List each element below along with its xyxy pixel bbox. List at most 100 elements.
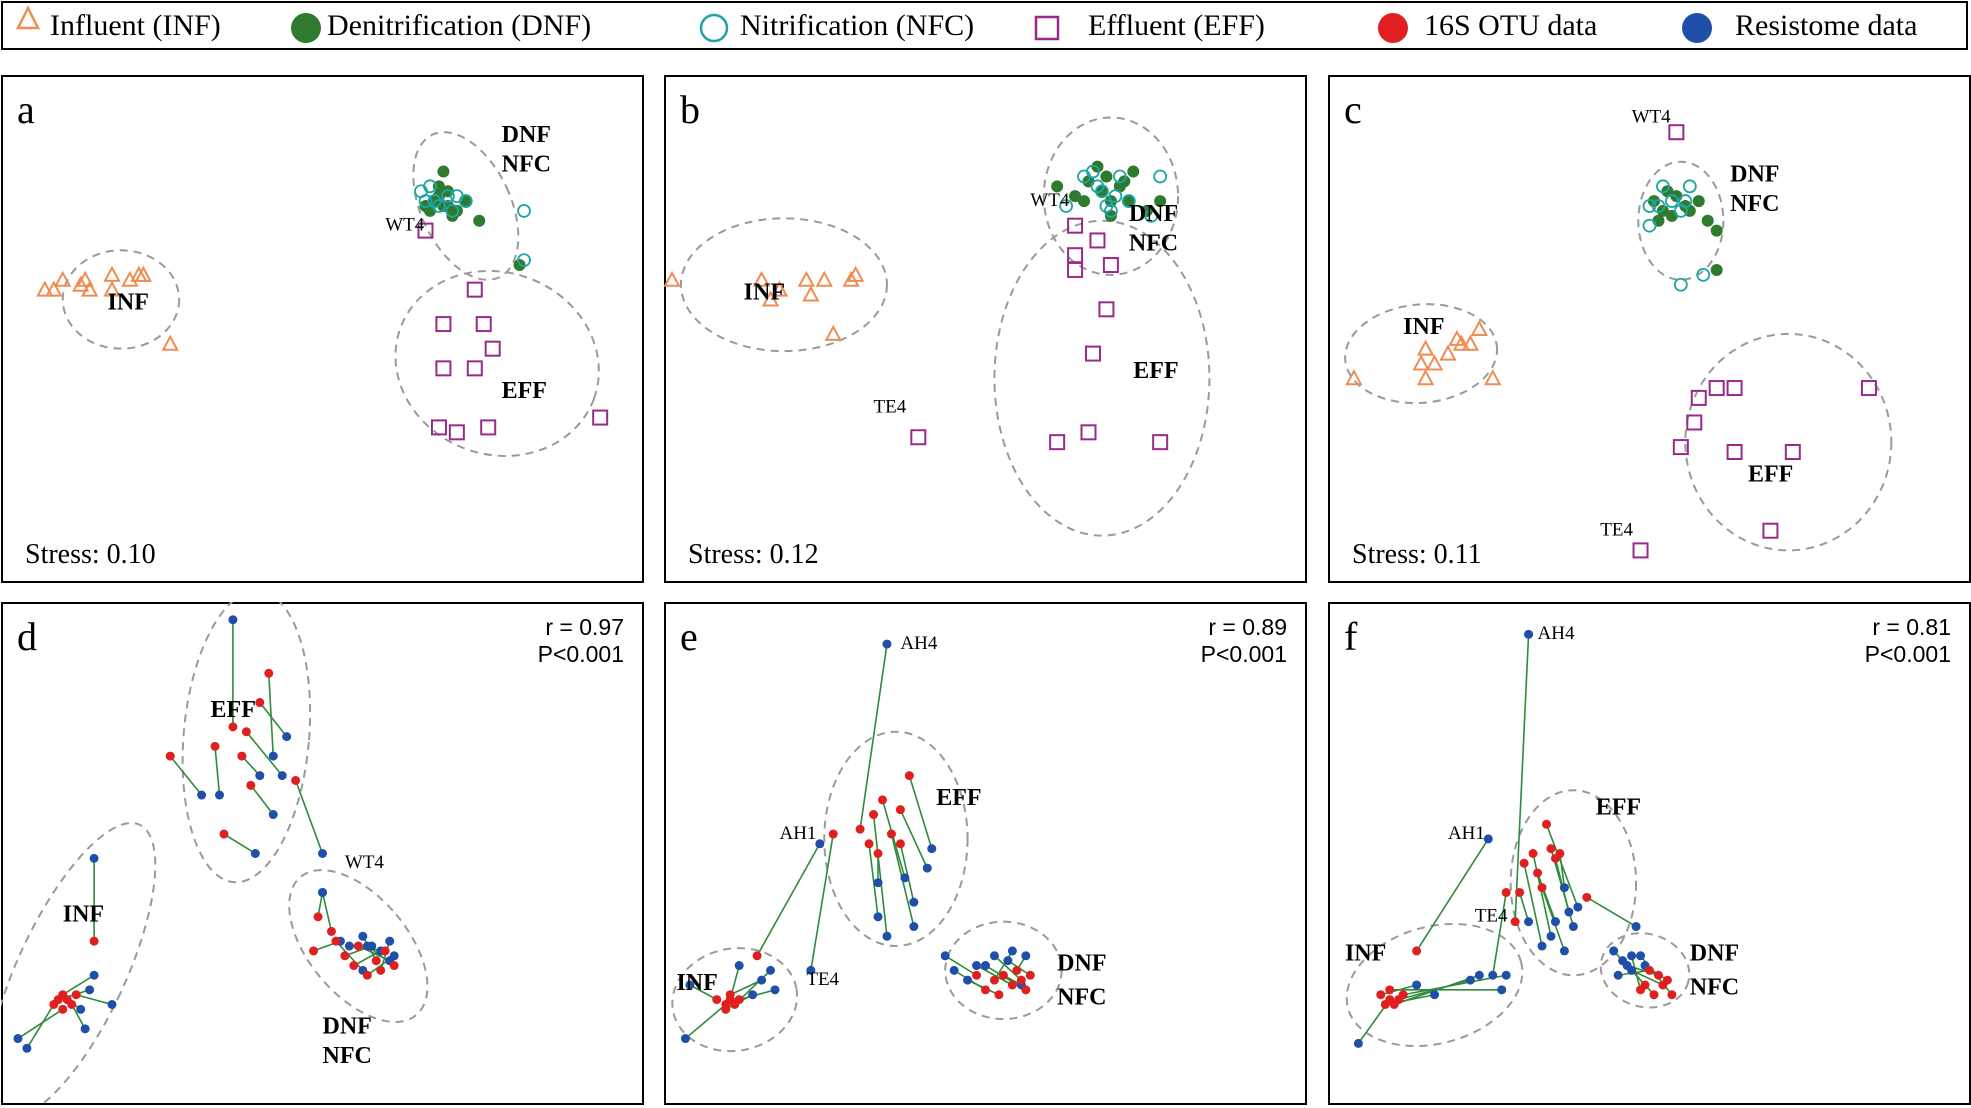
group-label: INF: [744, 279, 785, 305]
nfc-point: [1678, 194, 1693, 208]
legend-label-inf: Influent (INF): [50, 9, 221, 42]
panel-e: INF EFF DNF NFC AH4 AH1 TE4 e r = 0.89P<0.001: [664, 602, 1307, 1105]
inf-point: [1345, 369, 1363, 386]
r-value-label: r = 0.81: [1872, 614, 1951, 640]
resistome-point: [1501, 970, 1511, 980]
otu-point: [58, 1004, 68, 1014]
otu-point: [1012, 965, 1022, 975]
eff-point: [435, 360, 452, 377]
otu-point: [237, 751, 247, 761]
resistome-point: [882, 931, 892, 941]
procrustes-link: [859, 643, 888, 830]
resistome-point: [981, 961, 990, 971]
panel-f: INF EFF DNF NFC AH4 AH1 TE4 f r = 0.81P<0.001: [1328, 602, 1971, 1105]
procrustes-link: [1586, 896, 1637, 928]
resistome-point: [685, 980, 695, 990]
otu-point: [855, 824, 865, 834]
inf-point: [1412, 354, 1430, 371]
resistome-point: [882, 639, 892, 649]
otu-point: [725, 995, 735, 1005]
panel-frame: [664, 75, 1307, 583]
eff-point: [484, 340, 501, 357]
procrustes-link: [689, 984, 718, 1001]
eff-point: [466, 360, 483, 377]
nfc-point: [1673, 277, 1688, 292]
eff-point: [1762, 522, 1779, 539]
inf-point: [36, 280, 54, 297]
nfc-point: [1144, 208, 1159, 223]
procrustes-link: [756, 843, 821, 957]
otu-point: [989, 975, 999, 985]
procrustes-link: [294, 780, 324, 854]
otu-point: [349, 961, 359, 971]
sample-label: TE4: [874, 397, 907, 418]
otu-point: [353, 941, 363, 951]
resistome-point: [1353, 1038, 1363, 1048]
group-ellipse: [1509, 789, 1638, 977]
inf-point: [134, 265, 153, 282]
group-label: NFC: [1730, 191, 1779, 217]
dnf-point: [473, 214, 486, 227]
panel-letter: d: [17, 614, 37, 659]
group-label: NFC: [1129, 230, 1178, 256]
panel-d: INF EFF DNF NFC WT4 d r = 0.97P<0.001: [1, 602, 644, 1105]
otu-point: [1515, 887, 1525, 897]
otu-point: [165, 751, 175, 761]
resistome-point: [748, 990, 758, 1000]
eff-point: [910, 429, 927, 446]
eff-point: [480, 419, 497, 436]
otu-point: [828, 829, 838, 839]
procrustes-link: [1415, 838, 1489, 952]
stress-label: Stress: 0.12: [688, 539, 819, 570]
resistome-point: [85, 985, 95, 995]
eff-point: [1098, 301, 1115, 318]
resistome-point: [107, 999, 117, 1009]
otu-point: [1662, 975, 1672, 985]
resistome-point: [1007, 946, 1017, 956]
inf-point: [80, 280, 99, 297]
eff-point: [1726, 380, 1743, 397]
otu-point: [219, 829, 229, 839]
dnf-point: [1051, 180, 1064, 193]
procrustes-link: [169, 755, 203, 796]
legend-label-resistome: Resistome data: [1735, 9, 1917, 42]
otu-point: [1667, 990, 1677, 1000]
otu-point: [904, 771, 914, 781]
group-ellipse: [1, 821, 157, 1105]
nfc-point: [1103, 204, 1118, 218]
legend-border: [1, 1, 1968, 50]
otu-point: [1546, 844, 1556, 854]
sample-label: TE4: [1600, 520, 1633, 541]
panel-frame: [1328, 75, 1971, 583]
group-ellipse: [1042, 116, 1180, 276]
dnf-point: [1078, 195, 1091, 208]
legend-label-nfc: Nitrification (NFC): [740, 9, 974, 42]
group-ellipse: [823, 730, 969, 948]
nfc-point: [1086, 164, 1100, 179]
procrustes-link: [1523, 863, 1543, 947]
otu-point: [886, 829, 896, 839]
procrustes-link: [899, 843, 915, 903]
procrustes-link: [17, 1008, 64, 1040]
resistome-point: [362, 941, 372, 951]
eff-point: [1089, 232, 1106, 249]
procrustes-link: [944, 955, 977, 976]
resistome-point: [1483, 834, 1493, 844]
inf-point: [797, 270, 816, 287]
resistome-point: [282, 732, 292, 742]
nfc-point: [427, 194, 442, 208]
nfc-point: [517, 253, 531, 268]
triangle-icon: [15, 5, 41, 30]
eff-point: [448, 424, 465, 441]
sample-label: WT4: [385, 215, 425, 236]
otu-point: [371, 956, 381, 966]
otu-point: [734, 995, 744, 1005]
resistome-point: [680, 1034, 690, 1044]
p-value-label: P<0.001: [1865, 641, 1951, 667]
group-label: DNF: [323, 1014, 372, 1040]
nfc-point: [458, 194, 473, 208]
otu-point: [326, 926, 336, 936]
p-value-label: P<0.001: [1201, 641, 1287, 667]
panel-letter: e: [680, 614, 698, 659]
inf-point: [842, 270, 860, 287]
